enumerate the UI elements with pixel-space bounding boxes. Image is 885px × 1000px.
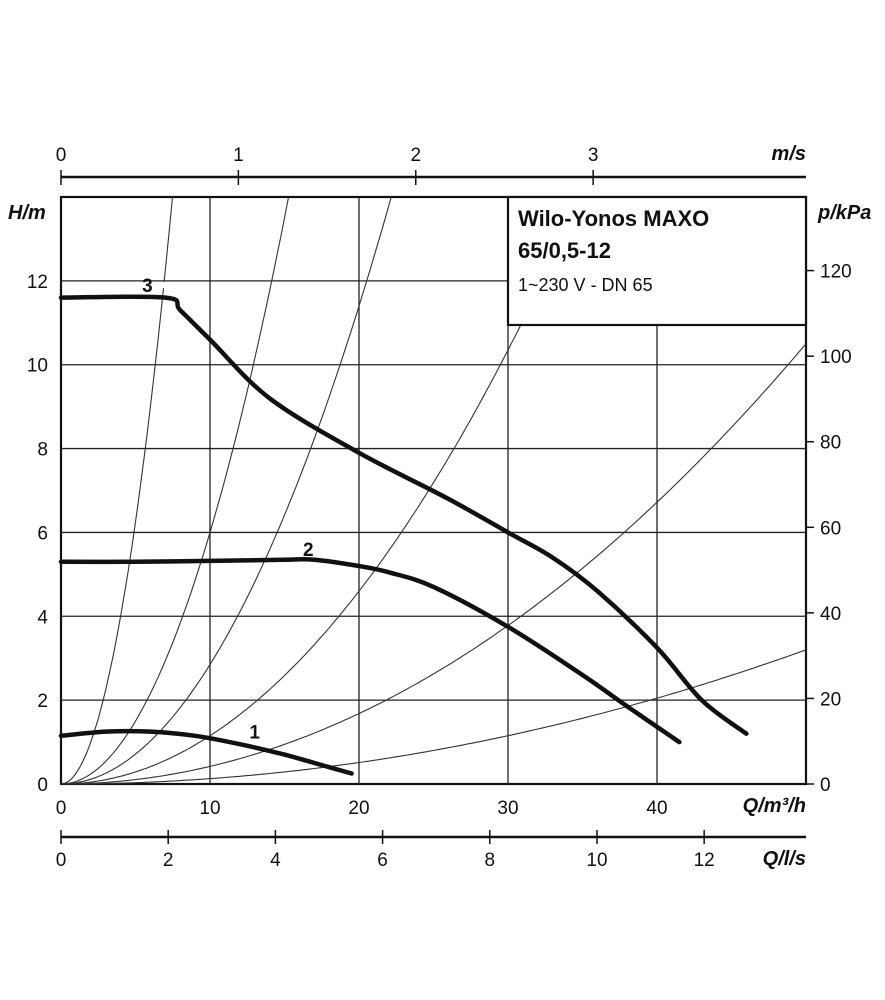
bottom-tick-label: 0 bbox=[56, 850, 67, 871]
pump-curve-2 bbox=[58, 556, 682, 745]
system-curves bbox=[60, 196, 807, 785]
left-axis-ticks: 0 2 4 6 8 10 12 bbox=[27, 272, 49, 796]
pump-curves: 1 2 3 bbox=[58, 276, 749, 776]
top-tick-label: 0 bbox=[56, 145, 67, 166]
left-tick-label: 6 bbox=[37, 523, 48, 544]
left-tick-label: 8 bbox=[37, 440, 48, 461]
bottom-tick-label: 10 bbox=[586, 850, 607, 871]
bottom-tick-label: 6 bbox=[377, 850, 388, 871]
right-tick-label: 100 bbox=[820, 347, 852, 368]
right-tick-label: 40 bbox=[820, 604, 841, 625]
chart-subtitle: 1~230 V - DN 65 bbox=[518, 275, 653, 295]
bottom-tick-label: 8 bbox=[484, 850, 495, 871]
left-tick-label: 10 bbox=[27, 356, 48, 377]
chart-title-line1: Wilo-Yonos MAXO bbox=[518, 206, 709, 231]
title-box bbox=[506, 195, 808, 327]
top-axis: 0 1 2 3 m/s bbox=[56, 143, 806, 185]
main-x-tick-label: 40 bbox=[646, 798, 667, 819]
bottom-tick-label: 4 bbox=[270, 850, 281, 871]
system-curve bbox=[61, 196, 582, 785]
right-tick-label: 0 bbox=[820, 775, 831, 796]
left-tick-label: 2 bbox=[37, 691, 48, 712]
top-tick-label: 2 bbox=[410, 145, 421, 166]
bottom-axis-ticks: 0 2 4 6 8 10 12 bbox=[56, 830, 715, 871]
grid bbox=[61, 197, 806, 784]
main-x-tick-label: 10 bbox=[199, 798, 220, 819]
main-x-tick-label: 20 bbox=[348, 798, 369, 819]
top-tick-label: 1 bbox=[233, 145, 244, 166]
system-curve bbox=[60, 196, 174, 785]
left-tick-label: 12 bbox=[27, 272, 48, 293]
top-tick-label: 3 bbox=[588, 145, 599, 166]
top-axis-label: m/s bbox=[772, 143, 806, 165]
left-tick-label: 4 bbox=[37, 607, 48, 628]
pump-curve-1 bbox=[58, 728, 354, 776]
right-tick-label: 80 bbox=[820, 433, 841, 454]
legend-box: Wilo-Yonos MAXO 65/0,5-12 1~230 V - DN 6… bbox=[506, 195, 808, 327]
main-x-axis-label: Q/m³/h bbox=[743, 795, 806, 817]
chart-title-line2: 65/0,5-12 bbox=[518, 238, 611, 263]
top-axis-ticks: 0 1 2 3 bbox=[56, 145, 599, 185]
left-tick-label: 0 bbox=[37, 775, 48, 796]
bottom-tick-label: 12 bbox=[694, 850, 715, 871]
right-tick-label: 60 bbox=[820, 518, 841, 539]
left-axis-label: H/m bbox=[8, 202, 46, 224]
bottom-tick-label: 2 bbox=[163, 850, 174, 871]
pump-curve-label-1: 1 bbox=[249, 723, 260, 744]
right-axis-ticks: 0 20 40 60 80 100 120 bbox=[806, 262, 852, 796]
system-curve bbox=[60, 196, 392, 785]
main-x-tick-label: 30 bbox=[497, 798, 518, 819]
pump-curve-label-2: 2 bbox=[303, 540, 314, 561]
right-axis-label: p/kPa bbox=[817, 202, 871, 224]
main-x-axis-ticks: 0 10 20 30 40 bbox=[56, 798, 668, 819]
bottom-axis: 0 2 4 6 8 10 12 Q/l/s bbox=[56, 830, 806, 871]
bottom-axis-label: Q/l/s bbox=[763, 848, 806, 870]
system-curve bbox=[61, 649, 807, 785]
right-tick-label: 120 bbox=[820, 262, 852, 283]
system-curve bbox=[61, 343, 807, 785]
pump-curve-3 bbox=[58, 294, 749, 736]
main-x-tick-label: 0 bbox=[56, 798, 67, 819]
right-tick-label: 20 bbox=[820, 689, 841, 710]
pump-curve-label-3: 3 bbox=[142, 276, 153, 297]
plot-frame bbox=[59, 195, 808, 786]
system-curve bbox=[60, 196, 290, 785]
